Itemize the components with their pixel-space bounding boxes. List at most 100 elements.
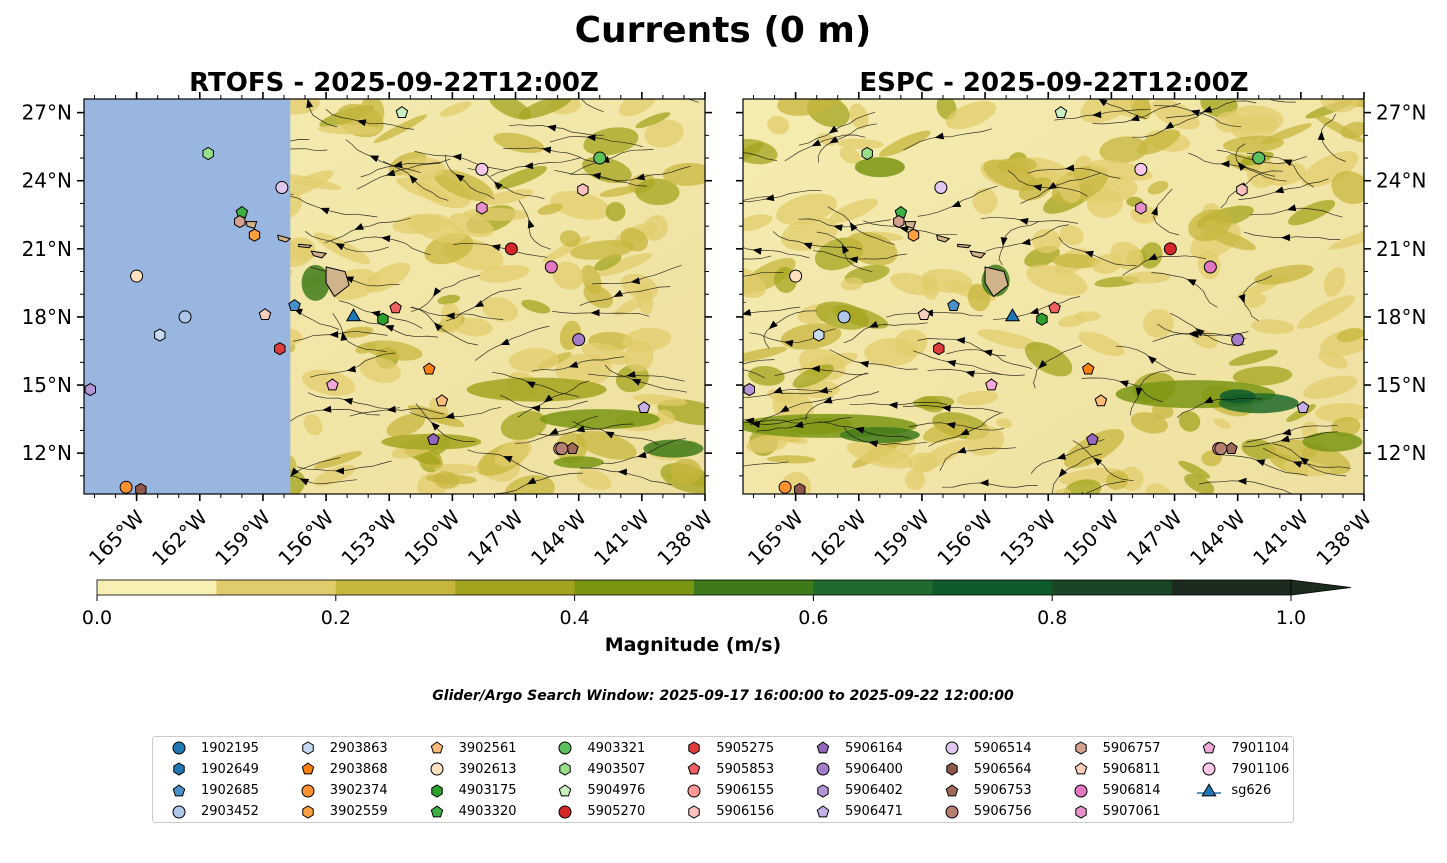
magnitude-contour (849, 103, 869, 130)
y-tick-label: 21°N (22, 237, 72, 261)
magnitude-contour (504, 475, 555, 494)
float-marker-5905270 (504, 242, 518, 256)
float-marker-5906164 (1086, 432, 1099, 445)
magnitude-contour (1323, 267, 1346, 297)
magnitude-contour (922, 420, 971, 443)
legend-item: 3902374 (296, 781, 388, 801)
magnitude-contour (570, 240, 635, 260)
magnitude-contour (342, 326, 374, 338)
legend-item: 4903175 (425, 781, 517, 801)
kauai-island (904, 221, 917, 230)
magnitude-contour (1078, 331, 1125, 357)
streamline-arrow (710, 365, 719, 372)
magnitude-contour (408, 214, 466, 243)
magnitude-contour (1228, 349, 1278, 366)
streamline (743, 255, 772, 260)
legend-marker-icon (817, 784, 829, 798)
float-marker-5906814 (1203, 260, 1217, 274)
legend-item: 3902561 (425, 738, 517, 758)
streamline-arrow (549, 427, 559, 435)
legend-marker-icon (688, 805, 700, 819)
magnitude-contour (967, 283, 991, 312)
streamline (310, 266, 400, 287)
magnitude-contour (1063, 479, 1102, 494)
legend-marker (302, 805, 314, 819)
float-marker-5905853 (1048, 301, 1061, 314)
streamline (763, 310, 817, 349)
streamline-arrow (526, 381, 536, 389)
float-marker-4903507 (861, 146, 873, 161)
float-marker-5906400 (1231, 333, 1245, 347)
float-marker-2903868 (1081, 362, 1095, 375)
legend-marker-icon (430, 741, 443, 754)
magnitude-contour (1032, 228, 1062, 254)
float-marker-5906811 (917, 308, 931, 321)
colorbar-tick-label: 0.8 (1037, 607, 1067, 629)
magnitude-contour (386, 413, 426, 438)
legend-item-label: 5906400 (845, 761, 903, 777)
streamline (309, 352, 396, 378)
legend-marker (302, 741, 314, 755)
legend-item: 5906402 (811, 781, 903, 801)
x-tick-label: 162°W (806, 505, 871, 570)
magnitude-contour (1331, 416, 1361, 437)
magnitude-contour (1331, 170, 1364, 205)
magnitude-contour (1286, 404, 1316, 423)
y-tick-label: 24°N (1376, 169, 1426, 193)
float-marker-5905275 (274, 342, 286, 356)
magnitude-contour (956, 390, 999, 406)
streamline (409, 406, 501, 420)
streamline-arrow (1238, 294, 1246, 304)
streamline-arrow (613, 289, 624, 297)
legend-marker-icon (172, 805, 186, 819)
streamline (604, 364, 687, 393)
figure-title: Currents (0 m) (575, 10, 872, 51)
streamline (817, 123, 878, 163)
float-marker-5905275 (933, 342, 945, 356)
legend-item: 2903452 (167, 802, 259, 822)
streamline-arrow (68, 506, 78, 517)
magnitude-contour (624, 340, 654, 372)
streamline (1243, 231, 1341, 240)
streamline (360, 158, 451, 178)
legend-marker (558, 805, 572, 819)
legend-marker-icon (816, 805, 830, 818)
streamline (1246, 424, 1338, 443)
streamline (289, 195, 378, 218)
streamline (1199, 480, 1292, 494)
legend-item-label: 3902561 (458, 740, 517, 756)
streamline (743, 306, 801, 315)
legend-marker (430, 762, 444, 776)
streamline-arrow (29, 222, 39, 230)
streamline-arrow (752, 247, 762, 255)
y-tick-label: 15°N (1376, 373, 1426, 397)
streamline-arrow (1119, 380, 1129, 388)
magnitude-contour (1063, 429, 1125, 469)
streamline-arrow (631, 378, 642, 386)
legend-marker-icon (302, 805, 314, 819)
streamline (538, 423, 634, 436)
float-marker-2903452 (178, 310, 192, 324)
legend-item-label: 4903320 (458, 804, 517, 820)
hawaii-big-island (984, 266, 1009, 298)
streamline (928, 411, 1003, 447)
legend-marker-icon (1074, 741, 1087, 755)
streamline-arrow (500, 338, 510, 346)
magnitude-contour (996, 418, 1013, 429)
magnitude-contour (1122, 271, 1171, 284)
streamline-arrow (848, 256, 859, 264)
streamline-arrow (306, 99, 314, 109)
legend-item-label: 3902613 (458, 761, 517, 777)
colorbar-segment (1052, 580, 1173, 595)
panel-title-espc: ESPC - 2025-09-22T12:00Z (859, 68, 1248, 98)
legend-item: 5905853 (682, 759, 774, 779)
streamline-arrow (854, 426, 865, 434)
streamline (743, 196, 770, 201)
legend-item-label: 4903175 (458, 783, 517, 799)
legend-marker-icon (430, 805, 443, 818)
float-marker-3902561 (435, 394, 449, 407)
legend-marker-icon (559, 783, 572, 796)
streamline-arrow (1164, 121, 1175, 130)
map-panel-espc (710, 99, 1364, 494)
legend-item-label: 5906564 (973, 761, 1032, 777)
